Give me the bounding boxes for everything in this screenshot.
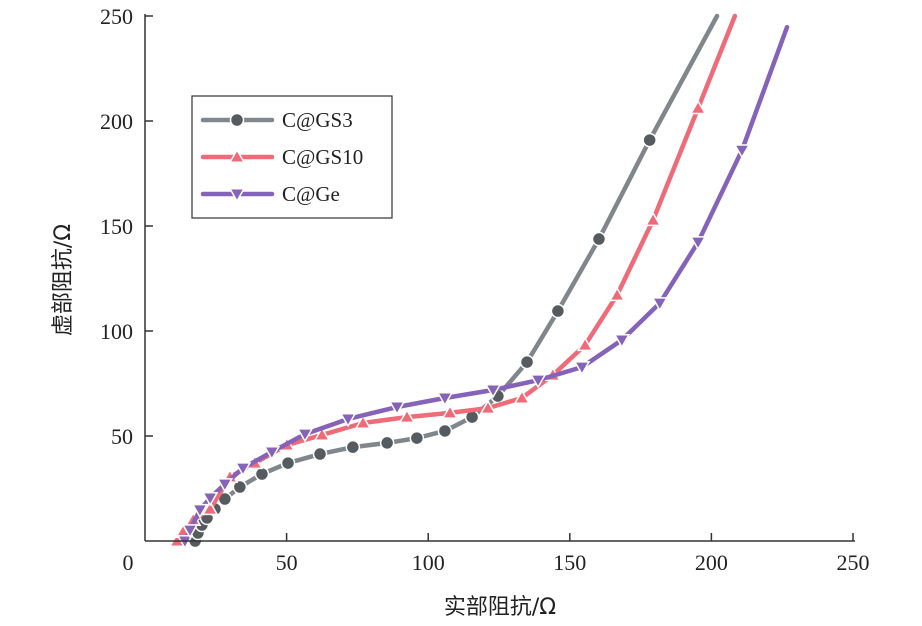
series-c-ge — [176, 24, 790, 550]
data-point — [232, 479, 248, 495]
legend-label: C@Ge — [282, 182, 340, 206]
data-point — [409, 430, 425, 446]
data-point — [519, 354, 535, 370]
data-point — [263, 445, 281, 461]
data-point — [234, 462, 252, 477]
y-axis-title: 虚部阻抗/Ω — [51, 224, 76, 336]
data-point — [529, 374, 547, 389]
data-point — [576, 336, 594, 352]
series-line — [192, 13, 720, 544]
y-tick-label: 150 — [100, 214, 133, 239]
data-point — [591, 231, 607, 247]
x-tick-label: 200 — [695, 550, 728, 575]
y-tick-label: 250 — [100, 4, 133, 29]
legend-marker — [228, 148, 246, 163]
series-line — [174, 13, 738, 544]
data-point — [437, 423, 453, 439]
legend: C@GS3 C@GS10 C@Ge — [191, 95, 393, 219]
legend-label: C@GS3 — [282, 108, 353, 132]
data-point — [689, 99, 707, 115]
data-point — [613, 334, 631, 349]
x-tick-label: 100 — [412, 550, 445, 575]
data-point — [479, 399, 497, 415]
data-point — [280, 455, 296, 471]
data-point — [689, 236, 707, 251]
x-tick-label: 150 — [553, 550, 586, 575]
data-point — [642, 132, 657, 148]
data-point — [550, 303, 566, 319]
data-point — [176, 535, 194, 550]
y-tick-label: 200 — [100, 109, 133, 134]
data-point — [345, 439, 361, 455]
data-point — [513, 389, 531, 404]
x-tick-label: 250 — [837, 550, 870, 575]
data-point — [733, 144, 751, 159]
origin-label: 0 — [123, 550, 134, 575]
x-axis-title: 实部阻抗/Ω — [444, 595, 556, 620]
data-point — [441, 404, 459, 419]
y-tick-label: 50 — [111, 424, 133, 449]
data-point — [201, 491, 219, 507]
ticks: 50 100 150 200 250 50 100 150 200 250 — [100, 4, 870, 575]
data-point — [436, 391, 454, 407]
data-point — [379, 435, 395, 451]
data-point — [608, 286, 626, 302]
legend-label: C@GS10 — [282, 145, 363, 169]
y-tick-label: 100 — [100, 319, 133, 344]
legend-marker — [229, 112, 245, 128]
data-point — [339, 412, 357, 428]
data-point — [191, 503, 209, 519]
legend-marker — [228, 188, 246, 203]
data-point — [573, 361, 591, 376]
data-point — [388, 401, 406, 416]
data-point — [354, 414, 372, 429]
data-point — [216, 478, 234, 493]
data-point — [201, 500, 219, 516]
data-point — [254, 466, 270, 482]
data-point — [484, 384, 502, 399]
data-point — [296, 428, 314, 443]
data-point — [644, 211, 662, 227]
data-point — [398, 408, 416, 424]
data-point — [651, 297, 669, 312]
series-layer — [168, 13, 790, 550]
data-point — [312, 446, 328, 462]
data-point — [181, 524, 199, 539]
data-point — [313, 426, 331, 441]
x-tick-label: 50 — [276, 550, 298, 575]
